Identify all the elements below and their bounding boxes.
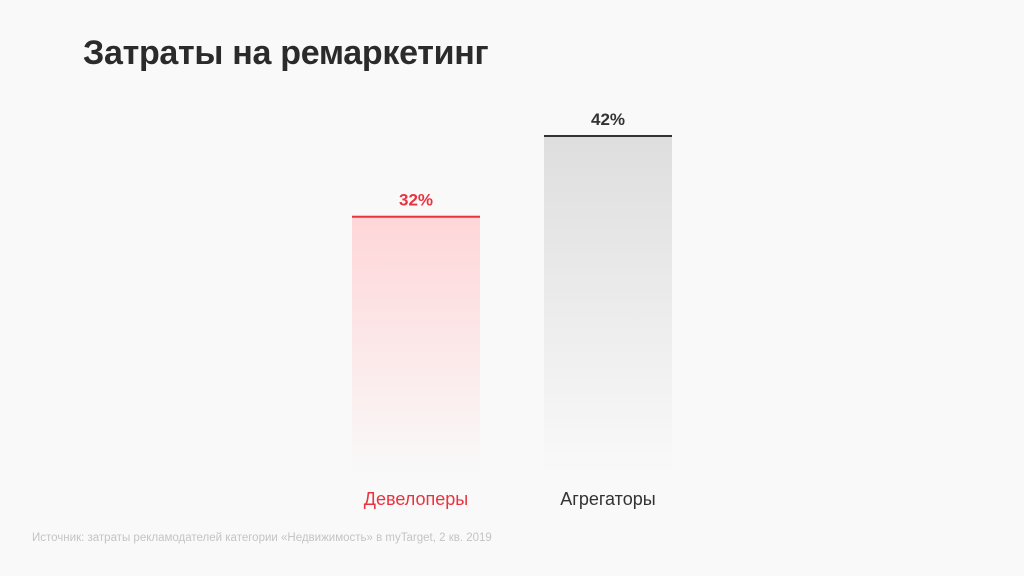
bar-агрегаторы	[544, 135, 672, 474]
category-label-девелоперы: Девелоперы	[364, 489, 468, 509]
value-label-девелоперы: 32%	[399, 191, 433, 210]
category-label-агрегаторы: Агрегаторы	[560, 489, 655, 509]
bar-девелоперы	[352, 215, 480, 474]
chart-title: Затраты на ремаркетинг	[83, 34, 489, 72]
source-note: Источник: затраты рекламодателей категор…	[32, 532, 492, 544]
bars-layer	[352, 135, 672, 474]
value-label-агрегаторы: 42%	[591, 110, 625, 129]
labels-layer: 32% Девелоперы 42% Агрегаторы	[364, 110, 656, 509]
